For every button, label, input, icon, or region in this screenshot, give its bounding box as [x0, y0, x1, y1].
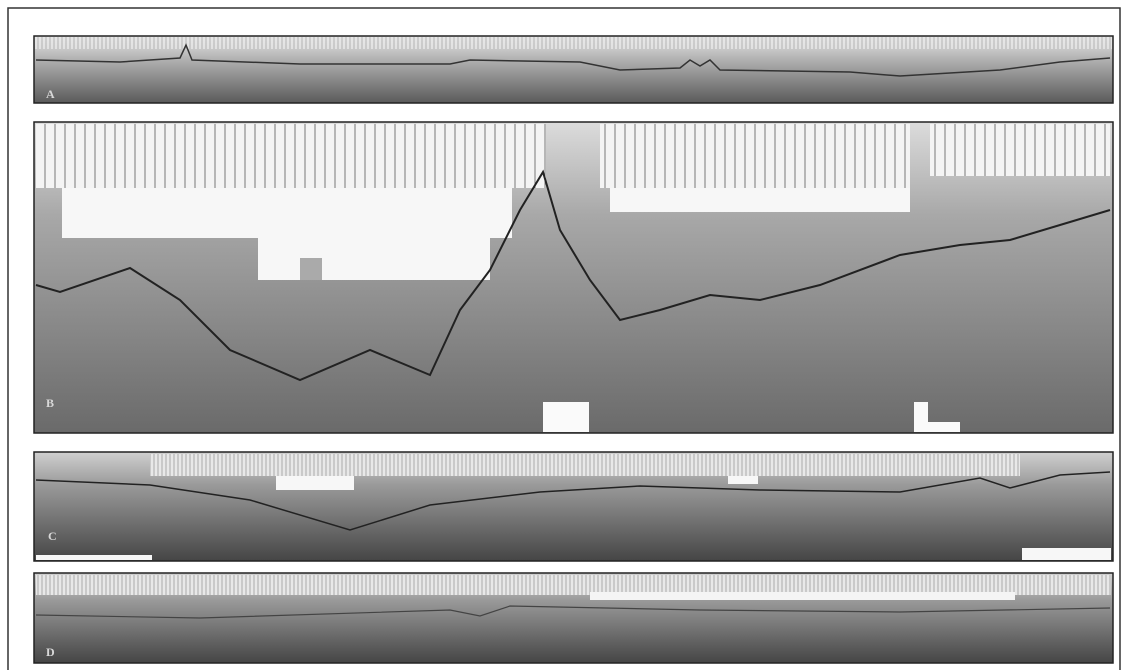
panel-label: D: [46, 645, 55, 659]
panel-label: C: [48, 529, 57, 543]
surface-band: [930, 124, 1110, 176]
surface-band: [600, 124, 910, 188]
panel-label: B: [46, 396, 54, 410]
figure: A B C D: [0, 0, 1126, 670]
gray-block: [300, 258, 322, 280]
white-block: [276, 476, 354, 490]
white-block: [610, 188, 910, 212]
white-block: [62, 188, 512, 238]
white-block: [590, 592, 1015, 600]
white-block: [258, 238, 490, 280]
panel-c: C: [34, 452, 1113, 561]
white-block: [1022, 548, 1111, 560]
white-block: [36, 555, 152, 560]
panel-label: A: [46, 87, 55, 101]
white-block: [543, 402, 589, 432]
panel-a: A: [34, 36, 1113, 103]
panel-d: D: [34, 573, 1113, 663]
surface-band: [36, 124, 546, 188]
surface-band: [35, 37, 1112, 49]
surface-band: [150, 454, 1020, 476]
white-block: [728, 476, 758, 484]
panel-b: B: [34, 122, 1113, 433]
